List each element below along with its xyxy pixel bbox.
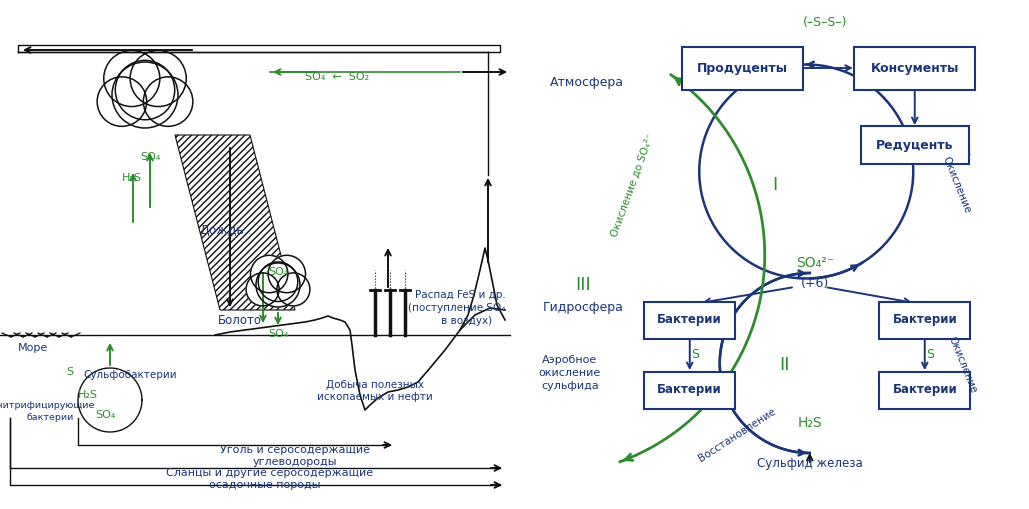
- Text: SO₄²⁻: SO₄²⁻: [795, 256, 833, 270]
- Text: H₂S: H₂S: [78, 390, 98, 400]
- Circle shape: [130, 50, 186, 106]
- Text: S: S: [690, 349, 699, 361]
- FancyBboxPatch shape: [682, 46, 804, 90]
- Text: Гидросфера: Гидросфера: [542, 301, 624, 315]
- Text: Консументы: Консументы: [871, 62, 959, 74]
- Text: Бактерии: Бактерии: [658, 314, 722, 326]
- Text: ископаемых и нефти: ископаемых и нефти: [317, 392, 433, 402]
- Circle shape: [115, 61, 175, 120]
- Text: сульфида: сульфида: [541, 381, 599, 391]
- Circle shape: [269, 256, 306, 293]
- Text: Сланцы и другие серосодержащие: Сланцы и другие серосодержащие: [167, 468, 374, 478]
- FancyBboxPatch shape: [644, 301, 736, 338]
- Text: H₂S: H₂S: [122, 173, 142, 183]
- Text: осадочные породы: осадочные породы: [209, 480, 321, 490]
- Text: Редуценть: Редуценть: [876, 138, 954, 152]
- Text: S: S: [926, 349, 933, 361]
- Text: Восстановление: Восстановление: [697, 406, 777, 464]
- Text: (+6): (+6): [801, 276, 829, 290]
- Circle shape: [104, 50, 159, 106]
- Text: (поступление SO₄: (поступление SO₄: [409, 303, 505, 313]
- Text: Бактерии: Бактерии: [892, 383, 957, 397]
- Text: Море: Море: [17, 343, 48, 353]
- Text: S: S: [67, 367, 73, 377]
- Text: Атмосфера: Атмосфера: [549, 75, 624, 89]
- Text: Добыча полезных: Добыча полезных: [326, 380, 424, 390]
- Circle shape: [258, 262, 297, 301]
- Text: окисление: окисление: [538, 368, 601, 378]
- FancyBboxPatch shape: [879, 301, 970, 338]
- Text: Бактерии: Бактерии: [892, 314, 957, 326]
- Circle shape: [250, 256, 288, 293]
- Circle shape: [112, 62, 178, 128]
- Text: SO₄  ←  SO₂: SO₄ ← SO₂: [305, 72, 369, 82]
- FancyBboxPatch shape: [854, 46, 975, 90]
- Text: Сульфид железа: Сульфид железа: [757, 457, 862, 469]
- Text: Окисление до SO₄²⁻: Окисление до SO₄²⁻: [609, 132, 657, 238]
- Text: H₂S: H₂S: [797, 416, 822, 430]
- Text: (–S–S–): (–S–S–): [803, 15, 847, 29]
- Text: SO₄: SO₄: [268, 267, 288, 277]
- Text: III: III: [575, 276, 591, 294]
- Text: SO₄: SO₄: [268, 329, 288, 339]
- Text: SO₄: SO₄: [95, 410, 115, 420]
- Text: денитрифицирующие: денитрифицирующие: [0, 401, 96, 410]
- Text: Продуценты: Продуценты: [698, 62, 788, 74]
- Text: Окисление: Окисление: [941, 155, 972, 215]
- Text: Аэробное: Аэробное: [542, 355, 598, 365]
- Circle shape: [246, 273, 279, 306]
- Text: Распад FeS и др.: Распад FeS и др.: [415, 290, 505, 300]
- Text: в воздух): в воздух): [441, 316, 493, 326]
- Text: бактерии: бактерии: [27, 413, 74, 422]
- Circle shape: [143, 77, 192, 126]
- Text: углеводороды: углеводороды: [253, 457, 338, 467]
- Text: Окисление: Окисление: [947, 335, 979, 395]
- Text: Бактерии: Бактерии: [658, 383, 722, 397]
- Text: Уголь и серосодержащие: Уголь и серосодержащие: [220, 445, 370, 455]
- Text: SO₄: SO₄: [140, 152, 161, 162]
- FancyBboxPatch shape: [879, 372, 970, 409]
- Text: I: I: [772, 176, 777, 194]
- Circle shape: [277, 273, 310, 306]
- Circle shape: [256, 263, 300, 307]
- FancyBboxPatch shape: [860, 126, 968, 164]
- FancyBboxPatch shape: [644, 372, 736, 409]
- Text: Дождь: Дождь: [200, 223, 244, 237]
- Text: Сульфобактерии: Сульфобактерии: [83, 370, 177, 380]
- Circle shape: [97, 77, 147, 126]
- Text: Болото: Болото: [218, 314, 262, 326]
- Text: II: II: [780, 356, 790, 374]
